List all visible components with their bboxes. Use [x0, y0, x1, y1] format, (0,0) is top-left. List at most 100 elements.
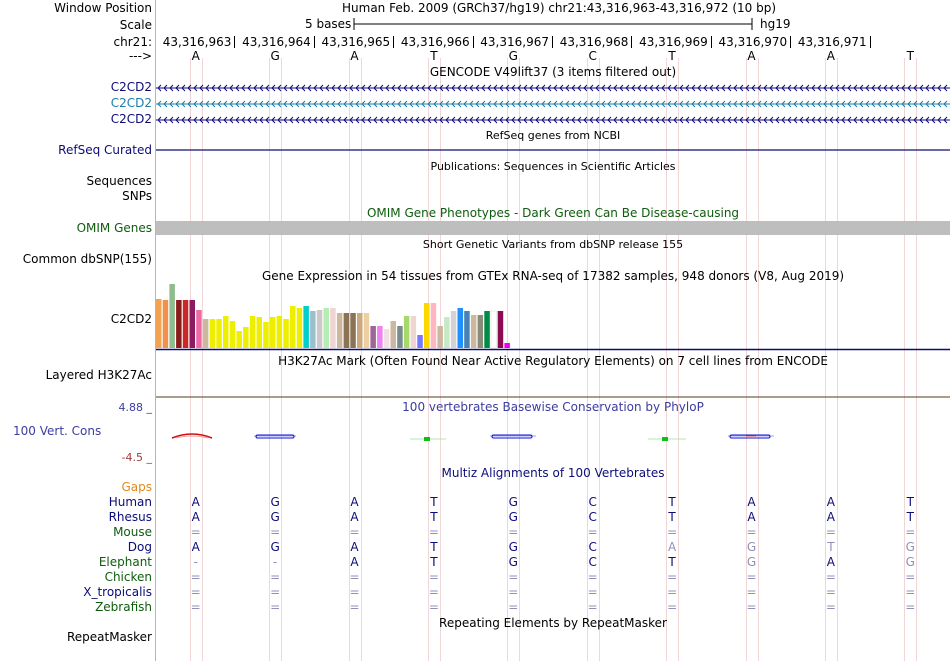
window-position-value: Human Feb. 2009 (GRCh37/hg19) chr21:43,3…: [342, 1, 777, 15]
phylop-track-label[interactable]: 100 Vert. Cons: [13, 424, 102, 438]
gtex-expression-chart[interactable]: [156, 284, 950, 352]
gtex-tissue-bar: [410, 316, 417, 348]
refseq-gene-line[interactable]: [156, 143, 950, 157]
multiz-gaps-label[interactable]: Gaps: [121, 480, 152, 494]
gtex-tissue-bar: [249, 316, 256, 348]
gtex-tissue-bar: [430, 303, 437, 348]
h3k27ac-label[interactable]: Layered H3K27Ac: [45, 368, 152, 382]
multiz-species-label[interactable]: X_tropicalis: [83, 585, 152, 599]
phylop-peak-1: [171, 433, 213, 439]
gencode-track-title[interactable]: GENCODE V49lift37 (3 items filtered out): [429, 65, 677, 79]
multiz-base: C: [588, 540, 597, 554]
multiz-base: A: [747, 510, 756, 524]
ruler-base: A: [191, 49, 200, 63]
scale-label: Scale: [119, 18, 152, 32]
publications-snps-label[interactable]: SNPs: [122, 189, 152, 203]
gtex-tissue-bar: [276, 316, 283, 348]
multiz-base: =: [270, 600, 281, 614]
multiz-base: A: [826, 555, 835, 569]
gtex-tissue-bar: [176, 300, 182, 348]
multiz-species-label[interactable]: Zebrafish: [95, 600, 152, 614]
gencode-gene-label[interactable]: C2CD2: [110, 80, 152, 94]
multiz-base: =: [428, 570, 439, 584]
refseq-curated-label[interactable]: RefSeq Curated: [58, 143, 152, 157]
gencode-gene-line[interactable]: [156, 80, 950, 94]
gtex-tissue-bar: [223, 316, 229, 348]
multiz-base: =: [667, 585, 678, 599]
multiz-species-label[interactable]: Chicken: [104, 570, 152, 584]
gtex-tissue-bar: [156, 299, 162, 348]
multiz-base: =: [508, 570, 519, 584]
multiz-base: G: [270, 540, 280, 554]
multiz-species-label[interactable]: Human: [108, 495, 152, 509]
gtex-tissue-bar: [269, 317, 276, 348]
gencode-gene-label[interactable]: C2CD2: [110, 112, 152, 126]
h3k27ac-signal-line[interactable]: [156, 392, 950, 400]
phylop-track-title[interactable]: 100 vertebrates Basewise Conservation by…: [402, 400, 704, 414]
gtex-tissue-bar: [290, 306, 296, 348]
dbsnp-label[interactable]: Common dbSNP(155): [22, 252, 152, 266]
h3k27ac-track-title[interactable]: H3K27Ac Mark (Often Found Near Active Re…: [278, 354, 828, 368]
omim-gene-bar[interactable]: [156, 221, 950, 235]
gtex-tissue-bar: [196, 310, 202, 348]
multiz-base: =: [825, 585, 836, 599]
multiz-base: G: [746, 540, 757, 554]
multiz-track-title[interactable]: Multiz Alignments of 100 Vertebrates: [441, 466, 665, 480]
gtex-track-title[interactable]: Gene Expression in 54 tissues from GTEx …: [261, 269, 845, 283]
multiz-base: =: [587, 600, 598, 614]
multiz-species-label[interactable]: Dog: [127, 540, 152, 554]
refseq-track-title[interactable]: RefSeq genes from NCBI: [485, 129, 621, 142]
gtex-tissue-bar: [283, 319, 289, 348]
gtex-tissue-bar: [296, 308, 303, 348]
multiz-species-label[interactable]: Rhesus: [108, 510, 152, 524]
multiz-species-label[interactable]: Elephant: [98, 555, 152, 569]
multiz-base: =: [825, 570, 836, 584]
repeatmasker-track-title[interactable]: Repeating Elements by RepeatMasker: [439, 616, 667, 630]
gencode-gene-label[interactable]: C2CD2: [110, 96, 152, 110]
omim-genes-label[interactable]: OMIM Genes: [76, 221, 152, 235]
gtex-tissue-bar: [424, 303, 430, 348]
repeatmasker-label[interactable]: RepeatMasker: [66, 630, 152, 644]
gtex-tissue-bar: [470, 315, 477, 348]
ruler-base: A: [747, 49, 756, 63]
ruler-base: A: [826, 49, 835, 63]
multiz-base: A: [191, 540, 200, 554]
multiz-base: T: [906, 510, 914, 524]
multiz-species-label[interactable]: Mouse: [113, 525, 152, 539]
gtex-tissue-bar: [484, 311, 490, 348]
gtex-gene-label[interactable]: C2CD2: [110, 312, 152, 326]
gtex-tissue-bar: [450, 311, 457, 348]
multiz-base: G: [508, 540, 518, 554]
phylop-max-label: 4.88 _: [118, 401, 153, 414]
phylop-mark-3: [410, 437, 446, 441]
multiz-base: -: [272, 555, 278, 569]
multiz-base: =: [508, 525, 519, 539]
ruler-position: 43,316,967: [480, 35, 549, 49]
multiz-base: =: [667, 570, 678, 584]
multiz-base: T: [668, 510, 676, 524]
gencode-gene-line[interactable]: [156, 112, 950, 126]
multiz-base: =: [905, 600, 916, 614]
gtex-tissue-bar: [182, 300, 189, 348]
ruler-position: 43,316,970: [718, 35, 788, 49]
multiz-base: =: [667, 525, 678, 539]
ruler-position: 43,316,965: [321, 35, 391, 49]
phylop-mark-5: [648, 437, 686, 441]
publications-sequences-label[interactable]: Sequences: [86, 174, 152, 188]
multiz-base: =: [587, 570, 598, 584]
ruler-base: A: [350, 49, 359, 63]
dbsnp-track-title[interactable]: Short Genetic Variants from dbSNP releas…: [422, 238, 684, 251]
multiz-base: =: [825, 525, 836, 539]
multiz-base: =: [508, 585, 519, 599]
phylop-conservation-plot[interactable]: [156, 428, 950, 446]
gtex-tissue-bar: [229, 321, 236, 348]
omim-track-title[interactable]: OMIM Gene Phenotypes - Dark Green Can Be…: [366, 206, 740, 220]
gtex-tissue-bar: [263, 322, 269, 348]
multiz-base: G: [508, 510, 518, 524]
multiz-base: =: [349, 525, 360, 539]
multiz-base: =: [190, 600, 201, 614]
gtex-tissue-bar: [464, 311, 470, 348]
gencode-gene-line[interactable]: [156, 96, 950, 110]
publications-track-title[interactable]: Publications: Sequences in Scientific Ar…: [430, 160, 676, 173]
